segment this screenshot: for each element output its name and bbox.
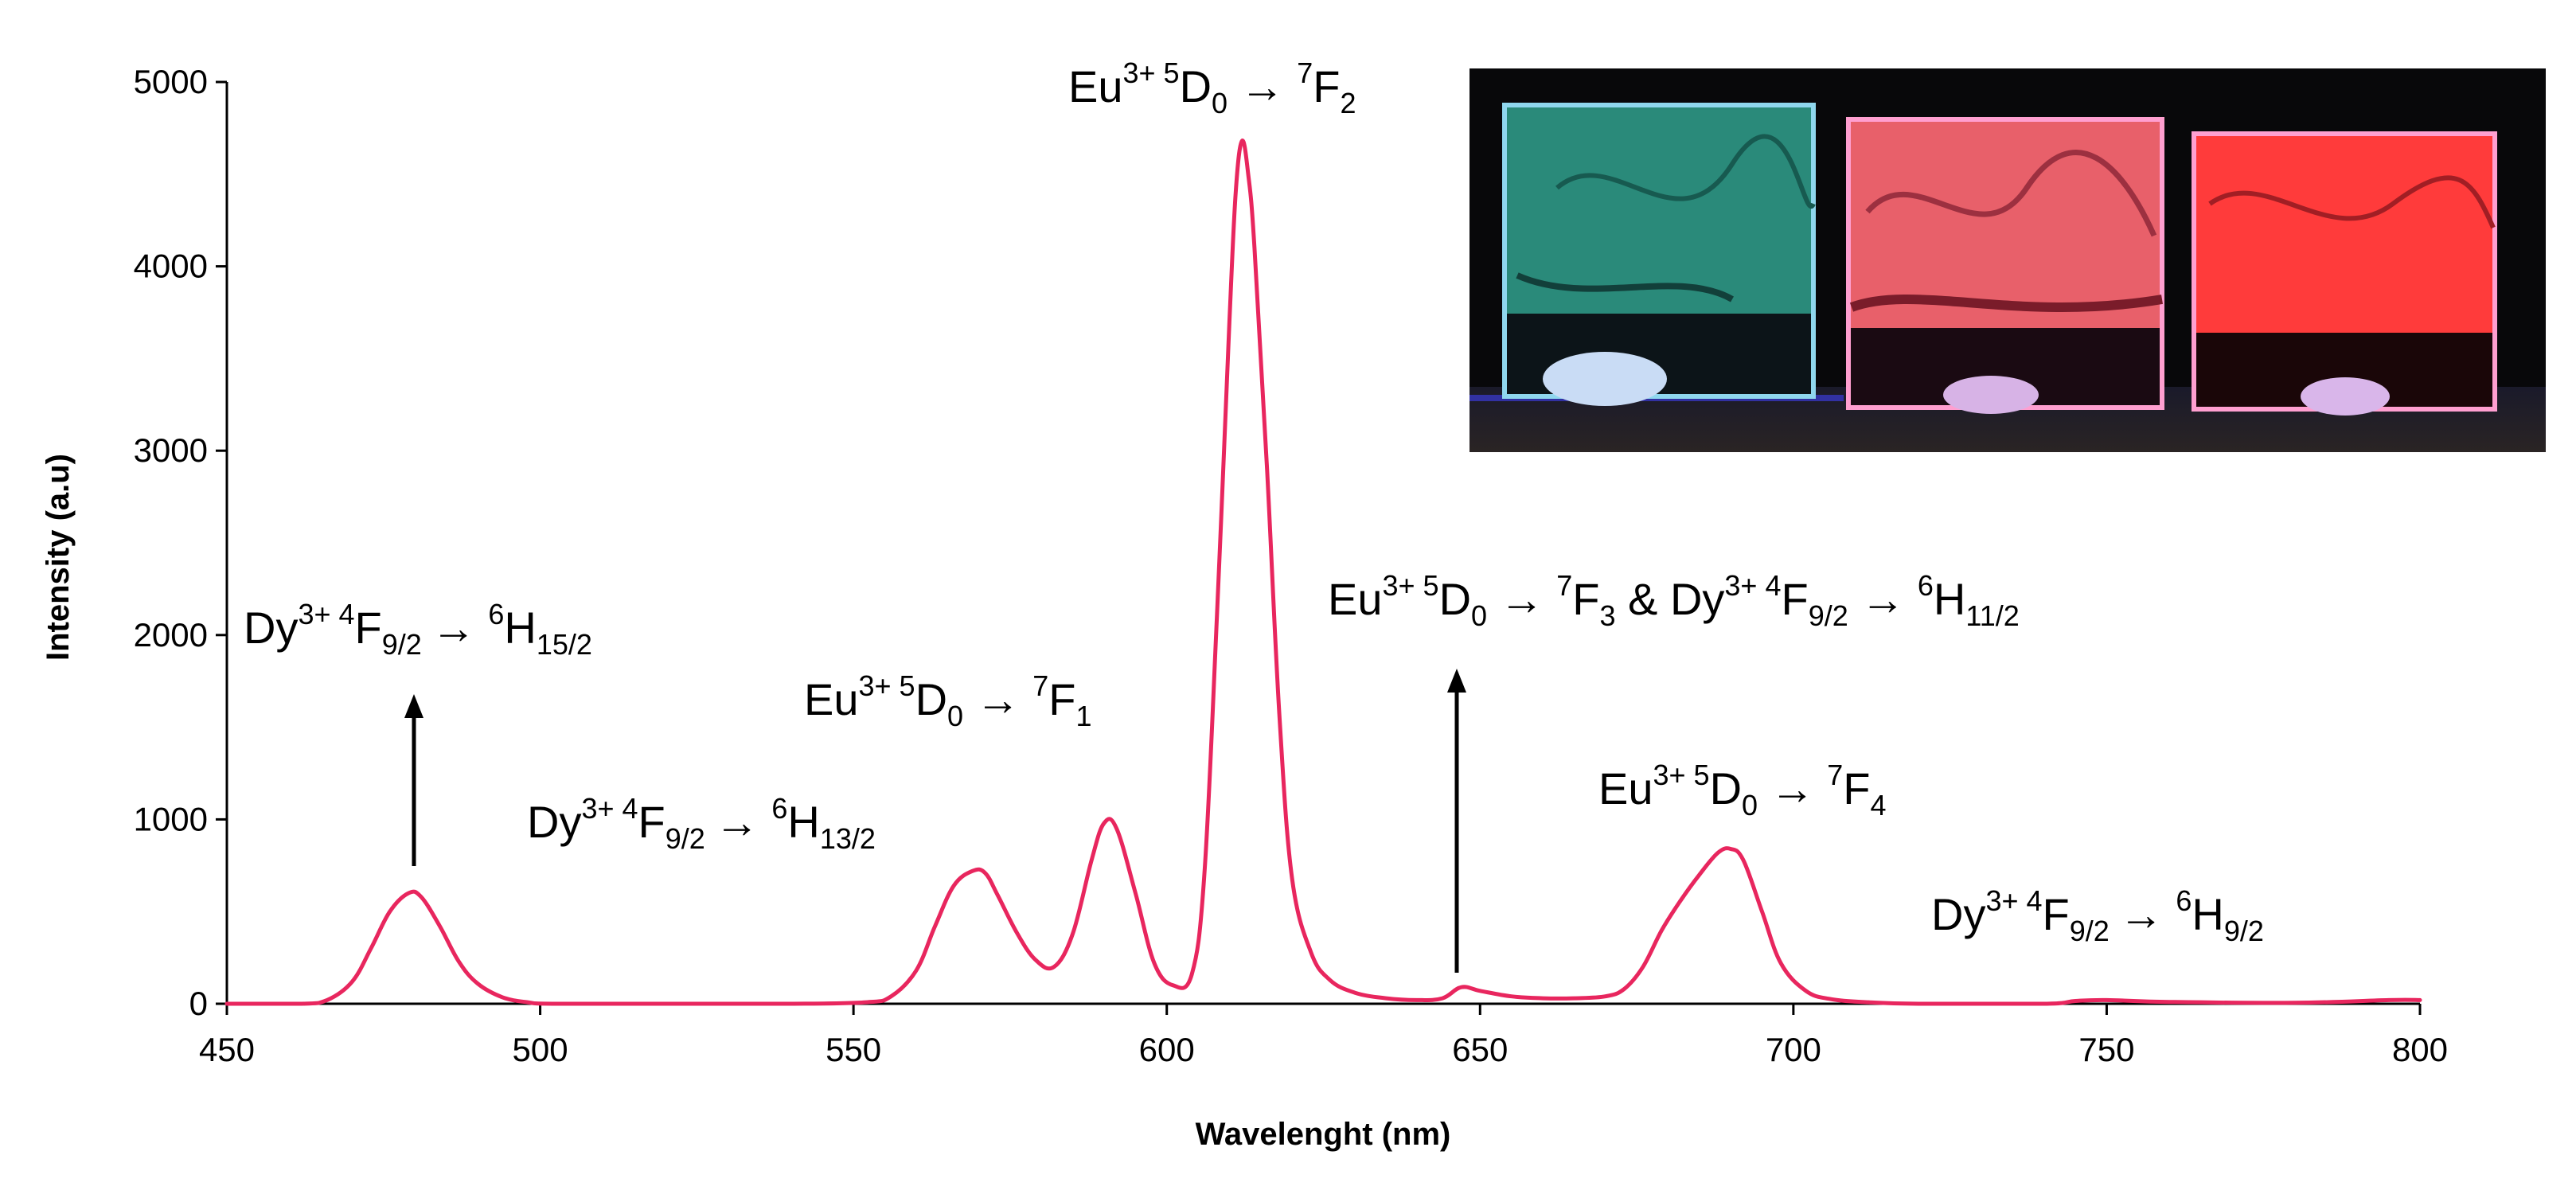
panel-right-red [2192,131,2497,416]
arrow-dy-15-2 [404,694,423,866]
annotation-dy-h13-2: Dy3+ 4F9/2 → 6H13/2 [527,792,876,855]
annotation-eu-f3-dy-h11-2: Eu3+ 5D0 → 7F3 & Dy3+ 4F9/2 → 6H11/2 [1328,569,2020,632]
x-axis-title: Wavelenght (nm) [1196,1117,1451,1152]
y-tick-label: 2000 [134,616,208,654]
arrow-eu-f3-dy-11-2 [1447,669,1466,973]
y-tick-label: 1000 [134,800,208,837]
annotation-dy-h9-2: Dy3+ 4F9/2 → 6H9/2 [1931,884,2264,947]
x-tick-label: 450 [199,1031,255,1068]
x-tick-label: 500 [513,1031,568,1068]
x-tick-group: 450 500 550 600 650 700 750 800 [199,1004,2448,1068]
emission-spectrum-line [224,139,2422,1006]
annotation-eu-f4: Eu3+ 5D0 → 7F4 [1598,759,1886,821]
annotation-dy-h15-2: Dy3+ 4F9/2 → 6H15/2 [244,598,592,661]
y-tick-label: 0 [189,985,208,1022]
panel-left-teal [1502,103,1816,406]
x-tick-label: 700 [1766,1031,1821,1068]
x-tick-label: 600 [1139,1031,1195,1068]
x-tick-label: 800 [2392,1031,2448,1068]
y-axis-title: Intensity (a.u) [41,454,76,661]
y-tick-group: 0 1000 2000 3000 4000 5000 [134,63,227,1022]
annotation-eu-f1: Eu3+ 5D0 → 7F1 [804,669,1091,732]
y-tick-label: 5000 [134,63,208,100]
x-tick-label: 550 [825,1031,881,1068]
y-tick-label: 4000 [134,248,208,285]
y-tick-label: 3000 [134,431,208,469]
x-tick-label: 750 [2078,1031,2134,1068]
annotation-eu-f2: Eu3+ 5D0 → 7F2 [1068,57,1356,119]
inset-photo-luminescent-panels [1469,68,2546,452]
x-tick-label: 650 [1452,1031,1508,1068]
panel-middle-pink [1846,117,2164,414]
